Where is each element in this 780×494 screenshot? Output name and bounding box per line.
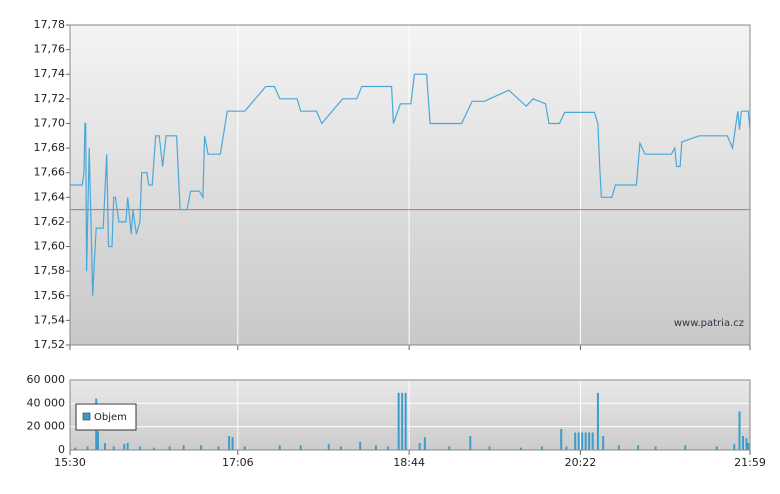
volume-bar [602, 436, 605, 450]
volume-bar [374, 445, 377, 450]
volume-bar [520, 447, 523, 450]
price-line [70, 73, 751, 296]
volume-bar [574, 432, 577, 450]
y-tick-label: 17,76 [34, 43, 66, 56]
watermark: www.patria.cz [674, 318, 744, 329]
x-tick-label: 15:30 [54, 456, 86, 469]
volume-bar [591, 432, 594, 450]
volume-bar [168, 446, 171, 450]
volume-bar [401, 392, 404, 450]
volume-bar [228, 436, 231, 450]
volume-bar [126, 443, 129, 450]
volume-plot-area [70, 380, 750, 450]
volume-bar [540, 446, 543, 450]
volume-bar [339, 446, 342, 450]
volume-bar [448, 446, 451, 450]
volume-bar [278, 445, 281, 450]
y-tick-label: 17,54 [34, 313, 66, 326]
y-tick-label: 17,74 [34, 67, 66, 80]
volume-bar [733, 444, 736, 450]
volume-bar [654, 446, 657, 450]
legend-swatch [82, 412, 91, 421]
volume-bar [182, 445, 185, 450]
volume-bar [123, 444, 126, 450]
volume-bar [387, 446, 390, 450]
volume-bar [418, 443, 421, 450]
volume-bar [217, 446, 220, 450]
y-tick-label: 20 000 [27, 420, 66, 433]
x-tick-label: 17:06 [222, 456, 254, 469]
y-tick-label: 17,52 [34, 338, 66, 351]
volume-bar [637, 445, 640, 450]
plot-border [69, 24, 751, 346]
x-tick-label: 21:59 [734, 456, 766, 469]
volume-bar [488, 446, 491, 450]
volume-bar [152, 447, 155, 450]
volume-bar [359, 441, 362, 450]
volume-bar [243, 446, 246, 450]
volume-bar [745, 438, 748, 450]
y-tick-label: 17,68 [34, 141, 66, 154]
y-tick-label: 17,60 [34, 240, 66, 253]
x-tick-label: 18:44 [393, 456, 425, 469]
plot-area [70, 25, 750, 345]
volume-bar [581, 432, 584, 450]
y-tick-label: 17,72 [34, 92, 66, 105]
volume-bar [96, 431, 99, 450]
volume-bar [327, 444, 330, 450]
volume-bar [74, 447, 77, 450]
volume-bar [560, 429, 563, 450]
volume-bar [469, 436, 472, 450]
volume-bar [684, 445, 687, 450]
volume-bar [200, 445, 203, 450]
volume-bar [103, 443, 106, 450]
volume-bar [715, 446, 718, 450]
volume-bar [742, 436, 745, 450]
y-tick-label: 17,62 [34, 215, 66, 228]
volume-bar [738, 411, 741, 450]
volume-bar [584, 432, 587, 450]
volume-bar [231, 437, 234, 450]
volume-bar [423, 437, 426, 450]
y-tick-label: 60 000 [27, 373, 66, 386]
y-tick-label: 17,66 [34, 166, 66, 179]
y-tick-label: 40 000 [27, 396, 66, 409]
volume-bar [617, 445, 620, 450]
volume-bar [588, 432, 591, 450]
y-tick-label: 17,78 [34, 18, 66, 31]
volume-bar [138, 446, 141, 450]
volume-bar [596, 392, 599, 450]
volume-bar [577, 432, 580, 450]
volume-bar [86, 446, 89, 450]
volume-bar [299, 445, 302, 450]
x-tick-label: 20:22 [565, 456, 597, 469]
volume-bar [404, 392, 407, 450]
volume-bar [112, 446, 115, 450]
y-tick-label: 0 [58, 443, 65, 456]
y-tick-label: 17,58 [34, 264, 66, 277]
plot-border [69, 379, 751, 451]
y-tick-label: 17,64 [34, 190, 66, 203]
volume-bar [747, 443, 750, 450]
y-tick-label: 17,70 [34, 116, 66, 129]
volume-bar [565, 446, 568, 450]
legend-label: Objem [94, 412, 127, 423]
y-tick-label: 17,56 [34, 289, 66, 302]
volume-bar [397, 392, 400, 450]
